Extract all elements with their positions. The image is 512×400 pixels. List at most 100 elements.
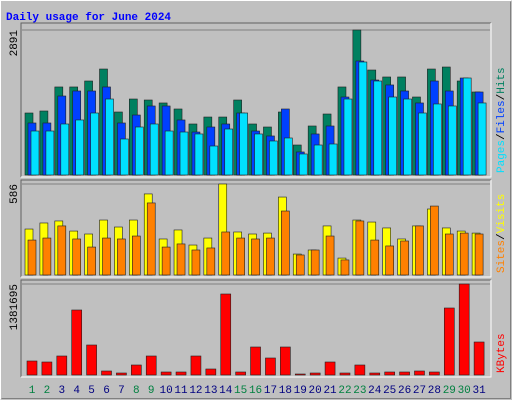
chart-title: Daily usage for June 2024 (6, 12, 171, 24)
bar (105, 98, 114, 176)
bar (265, 357, 276, 376)
legend-entry: Pages (496, 140, 508, 173)
bar (221, 231, 231, 276)
x-tick-label: 1 (29, 385, 36, 397)
bar (474, 233, 484, 276)
bar (251, 238, 260, 276)
x-tick-label: 12 (189, 385, 202, 397)
bar (27, 239, 37, 276)
x-tick-label: 18 (279, 385, 292, 397)
bar (205, 368, 217, 376)
bar (60, 123, 70, 176)
bar (473, 341, 485, 376)
bar (209, 145, 219, 176)
bar (206, 247, 216, 276)
bar (30, 130, 40, 176)
bar (236, 237, 245, 276)
x-tick-label: 22 (338, 385, 351, 397)
bar (176, 243, 186, 276)
bar (280, 346, 291, 376)
bar (339, 372, 351, 376)
x-tick-label: 14 (219, 385, 233, 397)
bar (175, 371, 187, 376)
bar (220, 293, 232, 376)
panel-bevel-light (21, 280, 492, 378)
x-tick-label: 20 (309, 385, 322, 397)
bar (281, 210, 290, 276)
bar (72, 238, 82, 276)
legend: Pages/Files/Hits (496, 67, 508, 173)
bar (135, 126, 144, 176)
y-tick-label: 586 (9, 184, 21, 204)
x-tick-label: 8 (133, 385, 140, 397)
legend-entry: Visits (496, 194, 508, 234)
legend: Sites/Visits (496, 194, 508, 273)
bar (294, 373, 306, 376)
x-tick-label: 26 (398, 385, 411, 397)
x-tick-label: 25 (383, 385, 396, 397)
x-tick-label: 5 (88, 385, 95, 397)
bar (266, 237, 275, 276)
x-tick-label: 9 (148, 385, 155, 397)
bar (235, 371, 246, 376)
bar (120, 138, 129, 176)
x-tick-label: 28 (428, 385, 441, 397)
bar (250, 346, 261, 376)
bar (56, 355, 68, 376)
bar (328, 143, 338, 176)
x-tick-label: 23 (353, 385, 366, 397)
bar (447, 105, 457, 176)
x-tick-label: 2 (44, 385, 51, 397)
bar (430, 205, 439, 276)
bar (71, 309, 83, 376)
bar (26, 360, 38, 376)
bar (414, 370, 425, 376)
bar (415, 225, 424, 276)
bar (477, 102, 487, 176)
bar (75, 119, 85, 176)
x-tick-label: 10 (160, 385, 173, 397)
bar (145, 355, 157, 376)
bar (146, 202, 156, 276)
legend-separator: / (496, 133, 508, 140)
x-tick-label: 16 (249, 385, 262, 397)
bar (433, 103, 442, 176)
bar (161, 246, 171, 276)
legend-entry: KBytes (496, 333, 508, 373)
bar (41, 361, 53, 376)
bar (459, 232, 469, 276)
bar (269, 140, 278, 176)
bar (403, 98, 412, 176)
bar (388, 96, 397, 176)
bar (190, 355, 202, 376)
bar (462, 77, 472, 176)
bar (373, 80, 383, 176)
bar (444, 233, 454, 276)
bar (90, 112, 99, 176)
bar (57, 225, 67, 276)
bar (370, 239, 380, 276)
bar (179, 131, 189, 176)
x-tick-label: 11 (174, 385, 188, 397)
bar (224, 128, 234, 176)
bar (429, 371, 440, 376)
panel-bevel-dark (20, 179, 491, 277)
bar (86, 344, 97, 376)
bar (45, 130, 55, 176)
x-tick-label: 15 (234, 385, 247, 397)
bar (284, 137, 293, 176)
bar (116, 372, 127, 376)
bar (340, 259, 350, 276)
bar (343, 98, 353, 176)
bar (160, 371, 172, 376)
y-tick-label: 1381695 (9, 284, 21, 330)
legend-entry: Sites (496, 240, 508, 273)
bar (254, 133, 263, 176)
y-tick-label: 2891 (9, 30, 21, 57)
x-tick-label: 27 (413, 385, 426, 397)
x-tick-label: 7 (118, 385, 125, 397)
x-tick-label: 3 (59, 385, 66, 397)
